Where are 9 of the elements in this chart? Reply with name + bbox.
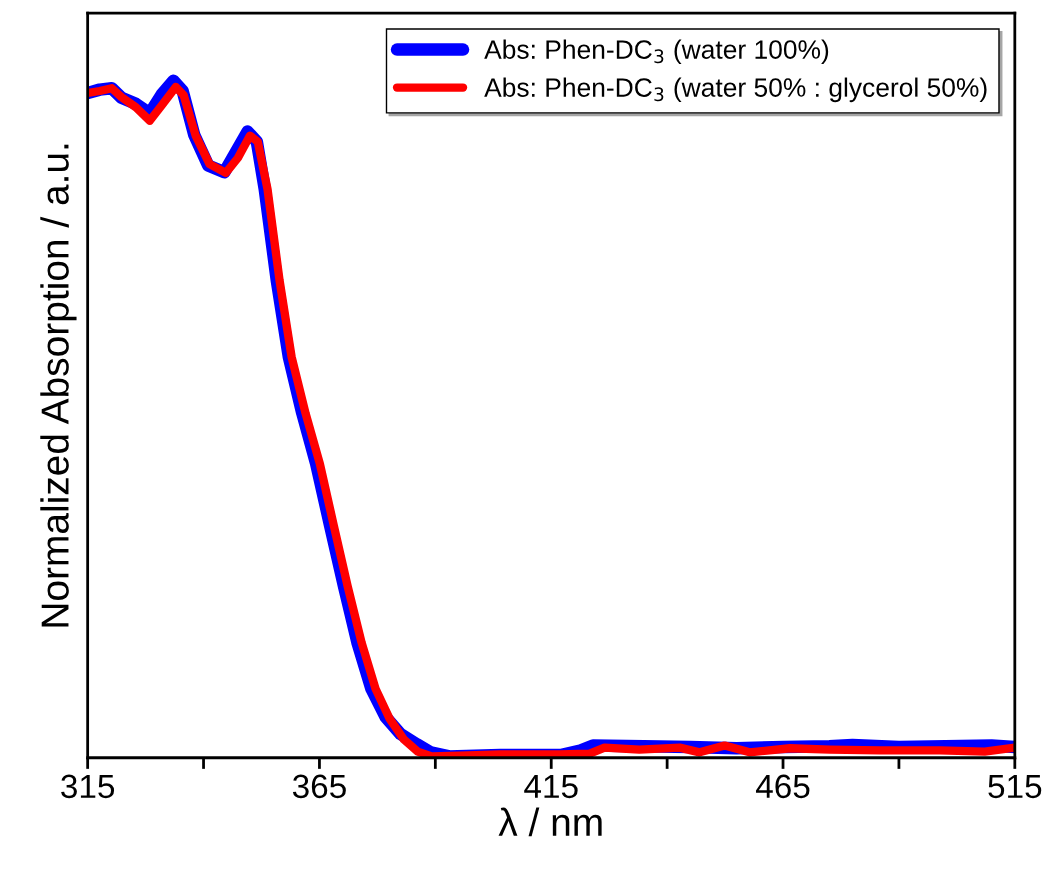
x-axis-title: λ / nm: [498, 807, 602, 837]
x-tick-label: 365: [292, 774, 346, 799]
x-tick-label: 465: [755, 774, 810, 799]
legend-label: Abs: Phen-DC$_{3}$ (water 100%): [484, 39, 829, 65]
x-tick-label: 415: [524, 774, 578, 799]
y-axis-title: Normalized Absorption / a.u.: [40, 144, 77, 627]
x-tick-label: 515: [988, 774, 1042, 799]
legend-label: Abs: Phen-DC$_{3}$ (water 50% : glycerol 50%): [484, 77, 987, 103]
x-tick-label: 315: [61, 774, 115, 799]
